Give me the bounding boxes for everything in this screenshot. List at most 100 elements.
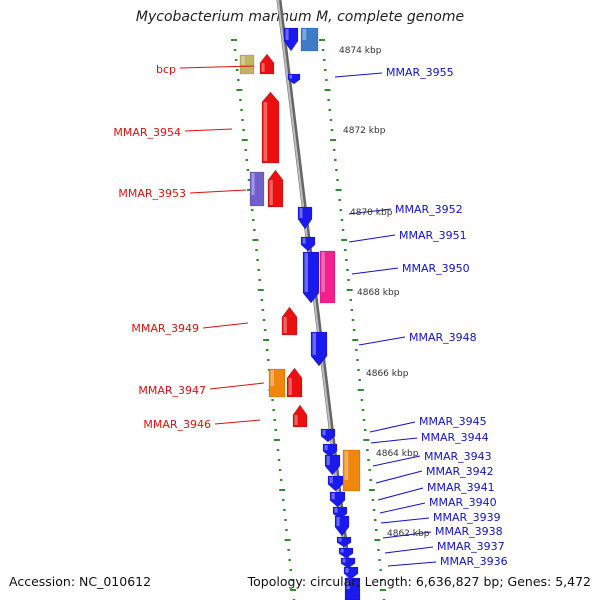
scale-label: 4864 kbp — [376, 449, 419, 459]
gene-feature-MMAR_3949[interactable] — [281, 306, 298, 336]
gene-feature-MMAR_3955[interactable] — [287, 73, 301, 85]
feature-shine — [251, 173, 255, 195]
gene-feature-purple[interactable] — [249, 171, 265, 207]
gene-label-MMAR_3954[interactable]: MMAR_3954 — [113, 126, 181, 139]
leader-line — [375, 470, 423, 484]
gene-labels: bcp MMAR_3954 MMAR_3953 MMAR_3949 MMAR_3947 M… — [113, 63, 507, 568]
scale-labels: 4874 kbp 4872 kbp 4870 kbp 4868 kbp 4866 kbp… — [339, 46, 430, 539]
gene-feature-rev-9[interactable] — [340, 557, 356, 569]
feature-shine — [329, 477, 333, 484]
gene-label-MMAR_3943[interactable]: MMAR_3943 — [424, 450, 492, 463]
gene-label-MMAR_3944[interactable]: MMAR_3944 — [421, 431, 489, 444]
gene-feature-rev-10[interactable] — [343, 566, 359, 580]
leader-line — [372, 455, 421, 467]
feature-shine — [261, 63, 265, 72]
leader-line — [387, 561, 437, 567]
feature-shine — [294, 414, 298, 425]
gene-feature-MMAR_3954[interactable] — [261, 91, 280, 164]
leader-line — [379, 502, 426, 514]
leader-line — [369, 421, 416, 433]
gene-label-MMAR_3947[interactable]: MMAR_3947 — [138, 384, 206, 397]
gene-feature-MMAR_3953[interactable] — [267, 169, 284, 208]
gene-feature-blue-3950[interactable] — [302, 251, 320, 304]
gene-label-MMAR_3946[interactable]: MMAR_3946 — [143, 418, 211, 431]
gene-feature-orange-fwd[interactable] — [268, 368, 286, 398]
leader-line — [209, 382, 265, 390]
feature-shine — [340, 549, 344, 553]
gene-label-MMAR_3951[interactable]: MMAR_3951 — [399, 229, 467, 242]
feature-shine — [334, 508, 338, 513]
leader-line — [214, 419, 261, 425]
gene-label-MMAR_3942[interactable]: MMAR_3942 — [426, 465, 494, 478]
gene-feature-rev-1[interactable] — [322, 443, 338, 458]
gene-feature-rev-6[interactable] — [334, 515, 350, 537]
map-title: Mycobacterium marinum M, complete genome — [135, 9, 465, 25]
gene-label-MMAR_3955[interactable]: MMAR_3955 — [386, 66, 454, 79]
gene-label-MMAR_3936[interactable]: MMAR_3936 — [440, 555, 508, 568]
gene-label-MMAR_3953[interactable]: MMAR_3953 — [118, 187, 186, 200]
feature-shine — [285, 29, 289, 40]
scale-label: 4862 kbp — [387, 529, 430, 539]
feature-shine — [304, 253, 309, 292]
gene-label-MMAR_3945[interactable]: MMAR_3945 — [419, 415, 487, 428]
leader-line — [384, 546, 434, 554]
gene-label-MMAR_3948[interactable]: MMAR_3948 — [409, 331, 477, 344]
leader-line — [184, 128, 233, 132]
gene-feature-MMAR_3950[interactable] — [319, 250, 336, 304]
gene-feature-MMAR_3946[interactable] — [292, 404, 308, 428]
scale-label: 4870 kbp — [350, 208, 393, 218]
gene-label-MMAR_3937[interactable]: MMAR_3937 — [437, 540, 505, 553]
feature-shine — [269, 180, 273, 205]
leader-line — [202, 322, 249, 329]
gene-feature-steelblue[interactable] — [300, 27, 319, 52]
feature-shine — [345, 568, 349, 573]
gene-feature-rev-0[interactable] — [320, 428, 336, 443]
leader-line — [179, 65, 255, 69]
feature-shine — [302, 238, 306, 244]
gene-feature-MMAR_3948[interactable] — [310, 331, 328, 367]
gene-label-MMAR_3940[interactable]: MMAR_3940 — [429, 496, 497, 509]
gene-feature-MMAR_3943[interactable] — [342, 449, 361, 492]
gene-label-bcp[interactable]: bcp — [156, 63, 176, 76]
gene-label-MMAR_3949[interactable]: MMAR_3949 — [131, 322, 199, 335]
gene-label-MMAR_3938[interactable]: MMAR_3938 — [435, 525, 503, 538]
tick-marks — [231, 39, 386, 600]
gene-label-MMAR_3952[interactable]: MMAR_3952 — [395, 203, 463, 216]
leader-line — [348, 234, 396, 243]
gene-feature-MMAR_3951[interactable] — [300, 236, 316, 252]
gene-feature-rev-4[interactable] — [329, 491, 346, 508]
gene-label-MMAR_3941[interactable]: MMAR_3941 — [427, 481, 495, 494]
gene-label-MMAR_3950[interactable]: MMAR_3950 — [402, 262, 470, 275]
gene-feature-bcp[interactable] — [259, 53, 275, 75]
gene-feature-MMAR_3947[interactable] — [286, 367, 303, 398]
feature-shine — [321, 252, 325, 292]
scale-label: 4872 kbp — [343, 126, 386, 136]
feature-shine — [270, 370, 275, 386]
leader-line — [351, 267, 399, 275]
feature-shine — [302, 29, 307, 40]
feature-shine — [289, 75, 293, 79]
feature-shine — [346, 579, 350, 590]
scale-label: 4866 kbp — [366, 369, 409, 379]
gene-feature-rev-7[interactable] — [336, 536, 352, 548]
feature-shine — [241, 56, 245, 65]
leader-line — [334, 72, 383, 78]
gene-feature-bottom-blue[interactable] — [344, 577, 361, 600]
gene-feature-rev-8[interactable] — [338, 547, 354, 559]
scale-label: 4874 kbp — [339, 46, 382, 56]
leader-line — [377, 487, 424, 501]
gene-label-MMAR_3939[interactable]: MMAR_3939 — [433, 511, 501, 524]
leader-line — [189, 189, 247, 194]
gene-feature-top-blue[interactable] — [283, 27, 299, 52]
scale-label: 4868 kbp — [357, 288, 400, 298]
gene-feature-MMAR_3952[interactable] — [297, 206, 313, 230]
leader-line — [358, 336, 406, 346]
gene-feature-rev-2[interactable] — [324, 454, 341, 476]
gene-feature-rev-3[interactable] — [327, 475, 344, 492]
gene-feature-khaki[interactable] — [239, 54, 255, 75]
feature-shine — [342, 559, 346, 563]
feature-shine — [322, 430, 326, 436]
feature-shine — [336, 517, 340, 526]
feature-shine — [288, 378, 292, 395]
